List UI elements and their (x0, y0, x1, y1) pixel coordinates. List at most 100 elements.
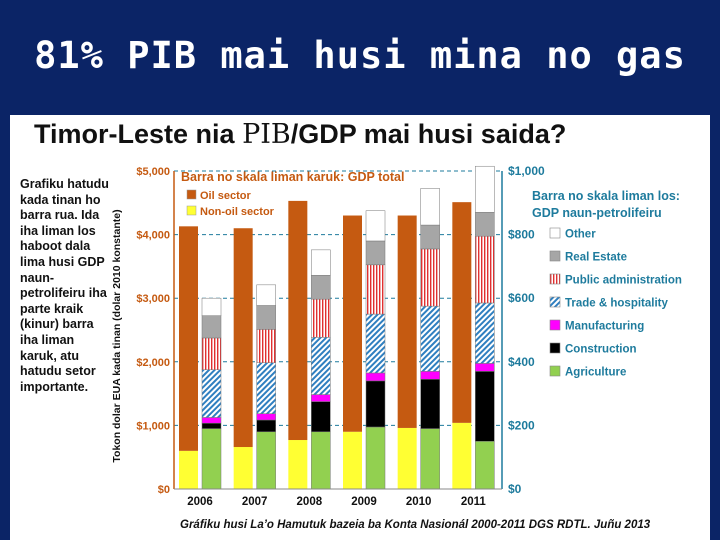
left-tick-label: $0 (158, 484, 170, 496)
bar-construction-2007 (256, 419, 276, 433)
bar-public_admin-2010 (420, 248, 440, 307)
bar-public_admin-2007 (256, 329, 276, 364)
left-axis-header: Barra no skala liman karuk: GDP total (181, 170, 404, 184)
bar-trade-2009 (365, 313, 386, 374)
bar-real_estate-2008 (311, 275, 331, 300)
bar-other-2007 (256, 284, 276, 306)
legend-label-public_admin: Public administration (565, 275, 682, 287)
legend-swatch-trade (549, 296, 561, 308)
right-tick-label: $800 (508, 228, 535, 242)
left-tick-label: $5,000 (136, 166, 170, 178)
legend-swatch-real_estate (549, 250, 561, 262)
bar-agriculture-2007 (256, 431, 276, 490)
right-tick-label: $400 (508, 355, 535, 369)
bar-nonoil-2009 (343, 431, 362, 489)
left-tick-label: $3,000 (136, 293, 170, 305)
legend-swatch-manufacturing (549, 319, 561, 331)
footer-note: Gráfiku husi La’o Hamutuk bazeia ba Kont… (180, 519, 651, 531)
bar-other-2006 (201, 297, 222, 316)
bar-manufacturing-2011 (475, 363, 495, 372)
bar-real_estate-2011 (475, 212, 495, 237)
x-tick-label: 2008 (297, 496, 323, 508)
bar-other-2011 (475, 165, 495, 213)
legend-label-oil: Oil sector (200, 190, 251, 202)
legend-swatch-other (549, 227, 561, 239)
chart-title-pre: Timor-Leste nia (34, 119, 243, 149)
bar-real_estate-2006 (201, 315, 222, 339)
bar-construction-2006 (201, 422, 222, 429)
x-tick-label: 2006 (187, 496, 213, 508)
legend-swatch-agriculture (549, 365, 561, 377)
x-tick-label: 2010 (406, 496, 432, 508)
bar-other-2010 (420, 188, 440, 226)
legend-swatch-public_admin (549, 273, 561, 285)
bar-real_estate-2009 (365, 240, 386, 266)
bar-trade-2008 (311, 337, 331, 395)
bar-construction-2010 (420, 379, 440, 429)
bar-manufacturing-2010 (420, 371, 440, 380)
x-tick-label: 2009 (351, 496, 377, 508)
bar-real_estate-2007 (256, 305, 276, 330)
bar-agriculture-2010 (420, 428, 440, 490)
legend-label-manufacturing: Manufacturing (565, 321, 644, 333)
y-axis-label: Tokon dolar EUA kada tinan (dolar 2010 k… (111, 209, 123, 462)
bar-construction-2011 (475, 371, 495, 442)
bar-manufacturing-2007 (256, 413, 276, 421)
bar-agriculture-2009 (365, 426, 386, 490)
slide-title: 81% PIB mai husi mina no gas (34, 34, 686, 77)
legend-swatch-construction (549, 342, 561, 354)
legend-label-nonoil: Non-oil sector (200, 206, 275, 218)
bar-trade-2010 (420, 305, 440, 372)
legend-label-real_estate: Real Estate (565, 252, 627, 264)
bar-trade-2006 (201, 369, 222, 418)
bar-agriculture-2006 (201, 428, 222, 490)
bar-nonoil-2006 (179, 450, 198, 489)
bar-nonoil-2010 (397, 427, 417, 489)
chart-panel: Timor-Leste nia PIB/GDP mai husi saida? … (10, 115, 710, 540)
right-tick-label: $600 (508, 291, 535, 305)
bar-agriculture-2011 (475, 441, 495, 490)
bar-other-2008 (311, 249, 331, 276)
bar-oil-2007 (233, 228, 253, 448)
right-tick-label: $200 (508, 418, 535, 432)
gdp-chart: $0 $0 $1,000 $200 $2,000 $400 $3,000 $600 $4,000… (111, 164, 682, 508)
left-tick-label: $2,000 (136, 357, 170, 369)
bar-nonoil-2008 (288, 440, 308, 489)
bar-oil-2008 (288, 200, 308, 441)
bar-manufacturing-2008 (311, 394, 331, 402)
bar-public_admin-2006 (201, 337, 222, 370)
legend-label-other: Other (565, 229, 596, 241)
bar-real_estate-2010 (420, 224, 440, 250)
bar-oil-2010 (397, 215, 417, 428)
bar-public_admin-2009 (365, 264, 386, 315)
legend-label-construction: Construction (565, 344, 637, 356)
bar-nonoil-2007 (233, 447, 253, 489)
x-tick-label: 2011 (461, 496, 487, 508)
bar-oil-2011 (452, 202, 472, 423)
bar-construction-2009 (365, 380, 386, 428)
bar-nonoil-2011 (452, 422, 472, 489)
right-tick-label: $0 (508, 482, 522, 496)
side-note: Grafiku hatudu kada tinan ho barra rua. … (20, 177, 109, 394)
bar-public_admin-2011 (475, 235, 495, 304)
bar-oil-2006 (179, 226, 198, 451)
bar-trade-2007 (256, 362, 276, 414)
legend-label-trade: Trade & hospitality (565, 298, 668, 310)
chart-title-post: /GDP mai husi saida? (290, 119, 567, 149)
chart-title: Timor-Leste nia PIB/GDP mai husi saida? (34, 119, 566, 150)
bar-other-2009 (365, 210, 386, 242)
right-axis-header-line1: Barra no skala liman los: (532, 189, 680, 203)
x-tick-label: 2007 (242, 496, 268, 508)
left-tick-label: $1,000 (136, 420, 170, 432)
bar-manufacturing-2006 (201, 417, 222, 424)
right-tick-label: $1,000 (508, 164, 545, 178)
bar-agriculture-2008 (311, 431, 331, 490)
legend-label-agriculture: Agriculture (565, 367, 626, 379)
legend-swatch-nonoil (186, 205, 197, 216)
bar-manufacturing-2009 (365, 372, 386, 382)
bar-public_admin-2008 (311, 298, 331, 338)
bar-oil-2009 (343, 215, 362, 432)
bar-trade-2011 (475, 302, 495, 364)
chart-title-pib: PIB (242, 119, 291, 150)
bar-construction-2008 (311, 401, 331, 433)
